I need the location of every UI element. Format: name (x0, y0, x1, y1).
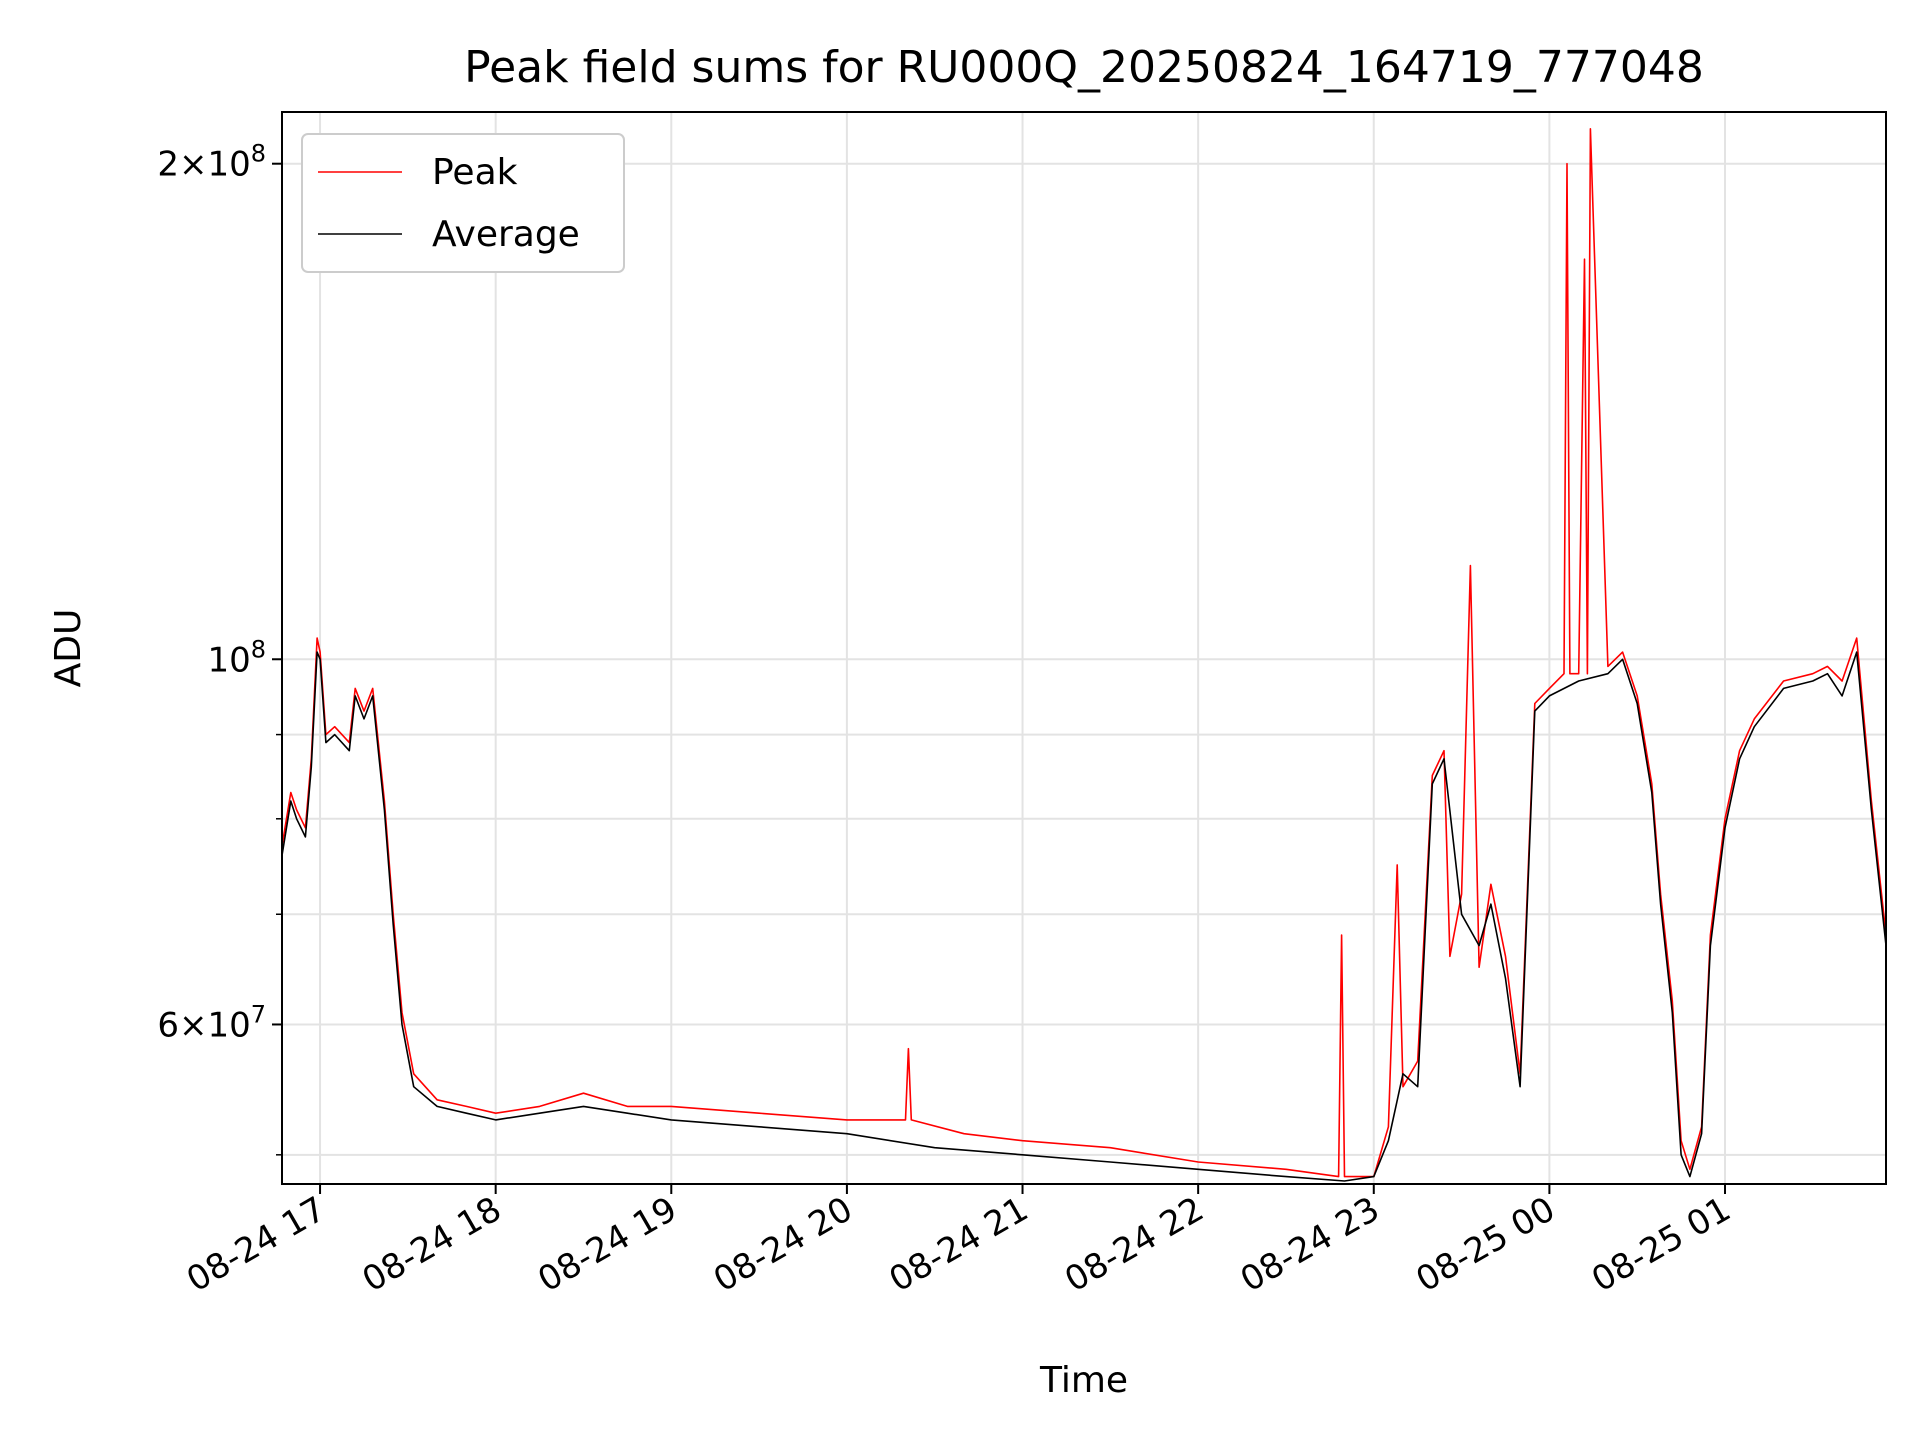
y-tick-base: 2×10 (157, 145, 250, 185)
y-tick-exponent: 7 (251, 1000, 266, 1028)
y-tick-label: 108 (207, 635, 266, 680)
y-tick-exponent: 8 (251, 140, 266, 168)
average-series-line (281, 651, 1887, 1182)
chart-title: Peak field sums for RU000Q_20250824_1647… (464, 42, 1704, 93)
legend: Peak Average (301, 133, 625, 273)
y-tick-base: 10 (207, 640, 250, 680)
plot-frame (281, 111, 1887, 1185)
x-axis-label: Time (1039, 1360, 1128, 1401)
y-tick-label: 6×107 (157, 1000, 266, 1045)
y-tick-exponent: 8 (251, 635, 266, 663)
legend-box (301, 133, 625, 273)
y-tick-base: 6×10 (157, 1005, 250, 1045)
y-tick-label: 2×108 (157, 140, 266, 185)
legend-label-peak: Peak (432, 152, 518, 193)
legend-label-average: Average (432, 214, 580, 255)
series-group (281, 128, 1887, 1182)
grid (282, 112, 1886, 1184)
y-axis-label: ADU (48, 609, 89, 688)
